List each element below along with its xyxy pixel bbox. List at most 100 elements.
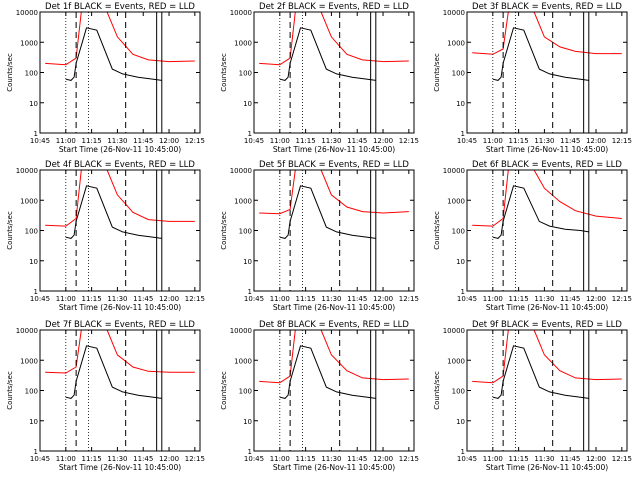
y-tick-label: 1000 (234, 39, 252, 47)
x-tick-label: 11:15 (82, 295, 102, 303)
x-tick-label: 10:45 (457, 295, 477, 303)
x-tick-label: 11:45 (560, 137, 580, 145)
chart-title: Det 8f BLACK = Events, RED = LLD (259, 320, 409, 330)
lld-line (45, 330, 195, 374)
plot-area (472, 170, 622, 239)
events-line (65, 185, 162, 239)
y-tick-label: 10 (456, 100, 465, 108)
y-tick-label: 10 (29, 418, 38, 426)
x-tick-label: 11:30 (321, 295, 341, 303)
x-tick-label: 12:15 (185, 137, 205, 145)
chart-title: Det 9f BLACK = Events, RED = LLD (472, 320, 622, 330)
x-tick-label: 11:30 (107, 137, 127, 145)
y-tick-label: 1000 (447, 197, 465, 205)
x-tick-label: 11:00 (270, 295, 290, 303)
x-tick-label: 12:15 (612, 455, 632, 463)
x-tick-label: 12:00 (586, 295, 606, 303)
x-tick-label: 11:45 (133, 137, 153, 145)
y-tick-label: 100 (239, 388, 252, 396)
y-axis-label: Counts/sec (433, 53, 441, 92)
plot-area (45, 12, 195, 81)
y-axis-label: Counts/sec (6, 371, 14, 410)
x-tick-label: 10:45 (30, 137, 50, 145)
y-axis-label: Counts/sec (220, 211, 228, 250)
x-tick-label: 11:15 (509, 295, 529, 303)
y-tick-label: 100 (25, 228, 38, 236)
x-tick-label: 11:15 (509, 137, 529, 145)
x-tick-label: 11:00 (56, 455, 76, 463)
chart-panel: Det 5f BLACK = Events, RED = LLD 1 10 100 10… (220, 160, 419, 312)
x-tick-label: 11:30 (534, 295, 554, 303)
x-tick-label: 10:45 (244, 137, 264, 145)
y-tick-label: 100 (25, 388, 38, 396)
y-tick-label: 1 (248, 130, 252, 138)
x-tick-label: 12:00 (373, 295, 393, 303)
chart-panel: Det 7f BLACK = Events, RED = LLD 1 10 100 10… (6, 320, 205, 472)
x-tick-label: 12:15 (399, 295, 419, 303)
y-tick-label: 10 (29, 100, 38, 108)
y-tick-label: 100 (452, 388, 465, 396)
y-axis-label: Counts/sec (220, 53, 228, 92)
x-tick-label: 11:00 (270, 137, 290, 145)
x-tick-label: 11:30 (107, 295, 127, 303)
chart-title: Det 3f BLACK = Events, RED = LLD (472, 2, 622, 12)
chart-title: Det 4f BLACK = Events, RED = LLD (45, 160, 195, 170)
x-tick-label: 11:30 (534, 455, 554, 463)
x-tick-label: 12:15 (185, 295, 205, 303)
events-line (279, 27, 376, 81)
y-tick-label: 1000 (447, 357, 465, 365)
x-tick-label: 12:15 (612, 295, 632, 303)
y-tick-label: 10000 (16, 167, 38, 175)
x-tick-label: 11:30 (107, 455, 127, 463)
y-tick-label: 10000 (16, 9, 38, 17)
x-axis-label: Start Time (26-Nov-11 10:45:00) (486, 145, 608, 154)
x-tick-label: 11:45 (560, 295, 580, 303)
x-tick-label: 11:30 (321, 137, 341, 145)
x-tick-label: 11:15 (296, 455, 316, 463)
chart-title: Det 1f BLACK = Events, RED = LLD (45, 2, 195, 12)
y-axis-label: Counts/sec (433, 211, 441, 250)
x-tick-label: 12:00 (373, 455, 393, 463)
events-line (492, 27, 589, 81)
y-tick-label: 10000 (443, 327, 465, 335)
x-tick-label: 12:00 (159, 137, 179, 145)
x-axis-label: Start Time (26-Nov-11 10:45:00) (273, 303, 395, 312)
x-tick-label: 11:45 (133, 295, 153, 303)
x-tick-label: 11:00 (56, 137, 76, 145)
chart-title: Det 2f BLACK = Events, RED = LLD (259, 2, 409, 12)
y-tick-label: 100 (452, 70, 465, 78)
y-tick-label: 1 (461, 288, 465, 296)
lld-line (472, 330, 622, 384)
x-axis-label: Start Time (26-Nov-11 10:45:00) (59, 145, 181, 154)
x-tick-label: 12:15 (612, 137, 632, 145)
y-tick-label: 1 (248, 288, 252, 296)
chart-title: Det 7f BLACK = Events, RED = LLD (45, 320, 195, 330)
y-tick-label: 1000 (447, 39, 465, 47)
x-axis-label: Start Time (26-Nov-11 10:45:00) (273, 463, 395, 472)
x-axis-label: Start Time (26-Nov-11 10:45:00) (486, 303, 608, 312)
chart-panel: Det 1f BLACK = Events, RED = LLD 1 10 100 10… (6, 2, 205, 154)
x-tick-label: 12:00 (159, 295, 179, 303)
plot-area (472, 12, 622, 81)
x-tick-label: 12:00 (586, 455, 606, 463)
x-tick-label: 11:00 (483, 137, 503, 145)
y-tick-label: 10 (243, 100, 252, 108)
x-tick-label: 11:45 (347, 455, 367, 463)
y-tick-label: 1000 (234, 357, 252, 365)
x-tick-label: 10:45 (457, 455, 477, 463)
x-tick-label: 10:45 (457, 137, 477, 145)
events-line (492, 345, 589, 399)
lld-line (45, 12, 195, 66)
x-tick-label: 11:30 (321, 455, 341, 463)
y-tick-label: 10 (243, 258, 252, 266)
plot-area (259, 170, 409, 239)
lld-line (472, 170, 622, 227)
y-tick-label: 10 (29, 258, 38, 266)
y-tick-label: 10 (456, 258, 465, 266)
y-axis-label: Counts/sec (6, 53, 14, 92)
x-tick-label: 10:45 (30, 295, 50, 303)
chart-panel: Det 9f BLACK = Events, RED = LLD 1 10 100 10… (433, 320, 632, 472)
x-tick-label: 11:00 (56, 295, 76, 303)
x-tick-label: 11:45 (347, 137, 367, 145)
y-tick-label: 1000 (20, 357, 38, 365)
